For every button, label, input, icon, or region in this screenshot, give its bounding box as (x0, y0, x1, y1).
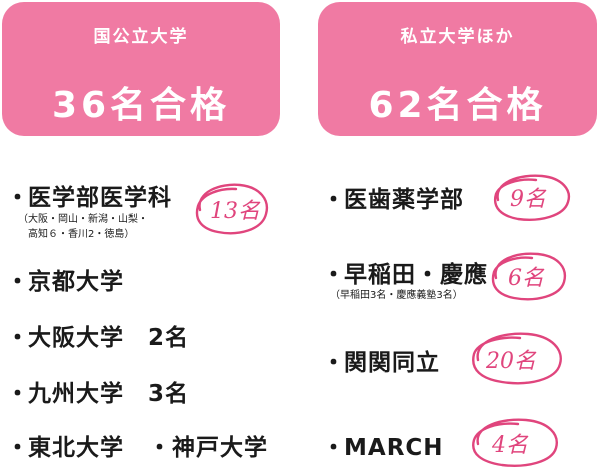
bullet: ・ (6, 381, 30, 407)
right-item-kankandoritsu: ・関関同立 (322, 343, 440, 377)
mark-march-4: 4名 (464, 414, 564, 472)
bullet: ・ (6, 269, 30, 295)
left-item-kyushu: ・九州大学 3名 (6, 374, 189, 408)
private-university-box: 私立大学ほか 62名合格 (318, 2, 597, 136)
item-label: 医学部医学科 (28, 185, 172, 211)
left-item-medical-sub-1: （大阪・岡山・新潟・山梨・ (18, 214, 148, 225)
left-item-kyoto: ・京都大学 (6, 262, 124, 296)
right-item-medical-dental-pharma: ・医歯薬学部 (322, 180, 464, 214)
mark-text: 20名 (485, 349, 537, 374)
item-label: MARCH (344, 435, 444, 461)
bullet: ・ (322, 187, 346, 213)
mark-medical-dental-9: 9名 (486, 170, 576, 224)
mark-text: 4名 (491, 433, 529, 458)
bullet: ・ (6, 325, 30, 351)
left-item-medical: ・医学部医学科 (6, 178, 172, 212)
private-university-count: 62名合格 (368, 85, 547, 126)
bullet: ・ (322, 435, 346, 461)
national-university-box: 国公立大学 36名合格 (2, 2, 280, 136)
national-university-label: 国公立大学 (93, 27, 189, 47)
left-item-medical-sub-2: 高知６・香川2・徳島） (28, 229, 135, 240)
bullet: ・ (322, 350, 346, 376)
item-label: 早稲田・慶應 (344, 262, 488, 288)
left-item-osaka: ・大阪大学 2名 (6, 318, 189, 352)
mark-text: 13名 (210, 199, 261, 224)
item-label: 関関同立 (344, 350, 440, 376)
item-label: 九州大学 3名 (28, 381, 190, 407)
left-item-tohoku-kobe: ・東北大学 ・神戸大学 (6, 428, 268, 462)
private-university-label: 私立大学ほか (400, 27, 515, 47)
item-label: 東北大学 ・神戸大学 (28, 435, 268, 461)
bullet: ・ (6, 185, 30, 211)
mark-text: 6名 (508, 266, 545, 291)
item-label: 京都大学 (28, 269, 124, 295)
right-item-march: ・MARCH (322, 428, 444, 462)
item-label: 医歯薬学部 (344, 187, 464, 213)
national-university-count: 36名合格 (51, 85, 231, 126)
item-label: 大阪大学 2名 (28, 325, 190, 351)
right-item-waseda-keio: ・早稲田・慶應 (322, 255, 488, 289)
mark-waseda-keio-6: 6名 (484, 248, 570, 304)
right-item-waseda-keio-sub: （早稲田3名・慶應義塾3名） (330, 290, 463, 301)
mark-medical-13: 13名 (190, 180, 272, 238)
bullet: ・ (322, 262, 346, 288)
mark-kankandoritsu-20: 20名 (464, 328, 568, 390)
bullet: ・ (6, 435, 30, 461)
mark-text: 9名 (510, 187, 547, 212)
